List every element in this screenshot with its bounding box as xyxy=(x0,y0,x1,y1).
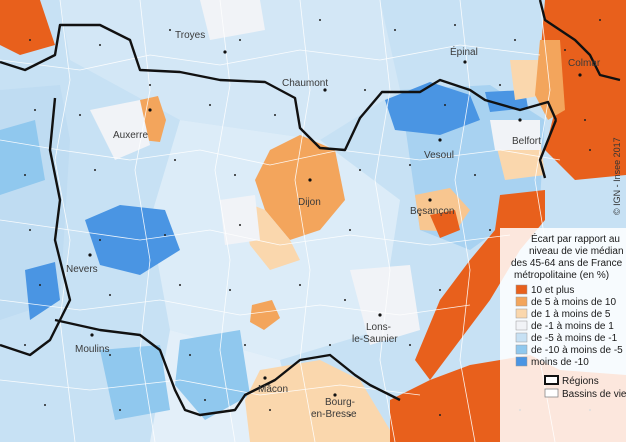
area-blue-strong-4 xyxy=(25,262,60,320)
city-label-lons-line: Lons- xyxy=(366,322,391,333)
area-white-5 xyxy=(200,0,265,40)
legend-title-line-2: niveau de vie médian xyxy=(529,246,624,257)
credit-text: © IGN - Insee 2017 xyxy=(612,137,622,215)
area-blue-mid-2 xyxy=(175,330,250,420)
area-blue-mid-1 xyxy=(0,120,45,195)
area-orange-dijon xyxy=(255,135,345,240)
city-label-lons-le-saunier: Lons- le-Saunier xyxy=(352,322,398,345)
legend-swatch-bassins xyxy=(544,388,559,398)
city-label-troyes: Troyes xyxy=(175,30,205,41)
region-border-northeast xyxy=(538,0,621,82)
city-label-bresse-line: en-Bresse xyxy=(311,409,357,420)
legend-swatch-1 xyxy=(515,296,528,307)
area-white-4 xyxy=(490,120,540,150)
area-blue-mid-3 xyxy=(100,345,170,420)
city-dots xyxy=(88,50,582,397)
legend-swatch-0 xyxy=(515,284,528,295)
legend: Écart par rapport au niveau de vie média… xyxy=(500,228,626,442)
area-white-1 xyxy=(90,100,150,160)
city-label-dijon: Dijon xyxy=(298,197,321,208)
legend-label-6: moins de -10 xyxy=(531,357,589,368)
legend-swatch-4 xyxy=(515,332,528,343)
legend-swatch-3 xyxy=(515,320,528,331)
city-label-besancon: Besançon xyxy=(410,206,454,217)
legend-swatch-regions xyxy=(544,375,559,385)
city-label-epinal: Épinal xyxy=(450,45,478,58)
legend-label-regions: Régions xyxy=(562,376,599,387)
region-borders xyxy=(0,0,621,417)
bassins-de-vie-borders xyxy=(0,0,561,442)
city-label-bourg-line: Bourg- xyxy=(325,397,355,408)
area-red-besancon xyxy=(430,210,460,238)
legend-label-3: de -1 à moins de 1 xyxy=(531,321,614,332)
area-orange-northeast-edge xyxy=(535,40,565,120)
area-red-northeast xyxy=(540,0,626,180)
legend-title-line-1: Écart par rapport au xyxy=(531,232,620,245)
legend-label-0: 10 et plus xyxy=(531,285,574,296)
area-orange-chalon xyxy=(250,300,280,330)
city-label-moulins: Moulins xyxy=(75,344,109,355)
area-blue-strong-1 xyxy=(385,82,480,135)
legend-swatch-6 xyxy=(515,356,528,367)
city-labels: Troyes Épinal Chaumont Colmar Auxerre Be… xyxy=(66,30,601,420)
legend-swatch-5 xyxy=(515,344,528,355)
legend-label-2: de 1 à moins de 5 xyxy=(531,309,611,320)
area-north-pale xyxy=(60,0,400,140)
legend-title-line-3: des 45-64 ans de France xyxy=(511,258,623,269)
legend-swatch-2 xyxy=(515,308,528,319)
city-label-auxerre: Auxerre xyxy=(113,130,148,141)
area-white-3 xyxy=(220,195,260,245)
city-label-colmar: Colmar xyxy=(568,58,601,69)
legend-label-4: de -5 à moins de -1 xyxy=(531,333,618,344)
city-label-nevers: Nevers xyxy=(66,264,98,275)
area-white-2 xyxy=(350,265,420,345)
region-border-north xyxy=(0,23,558,152)
area-blue-strong-3 xyxy=(85,205,180,275)
region-border-east xyxy=(538,119,558,179)
legend-label-bassins: Bassins de vie xyxy=(562,389,626,400)
region-border-south xyxy=(54,318,401,417)
legend-label-5: de -10 à moins de -5 xyxy=(531,345,623,356)
city-label-bourg-en-bresse: Bourg- en-Bresse xyxy=(311,397,358,420)
city-label-belfort: Belfort xyxy=(512,136,541,147)
area-red-northwest xyxy=(0,0,55,55)
city-label-vesoul: Vesoul xyxy=(424,150,454,161)
city-label-saunier-line: le-Saunier xyxy=(352,334,398,345)
legend-title-line-4: métropolitaine (en %) xyxy=(514,270,609,281)
legend-label-1: de 5 à moins de 10 xyxy=(531,297,616,308)
bassin-centroid-dots xyxy=(24,19,601,416)
area-peach-macon xyxy=(245,360,390,442)
region-border-west xyxy=(0,97,72,357)
city-label-chaumont: Chaumont xyxy=(282,78,328,89)
city-label-macon: Mâcon xyxy=(258,384,288,395)
